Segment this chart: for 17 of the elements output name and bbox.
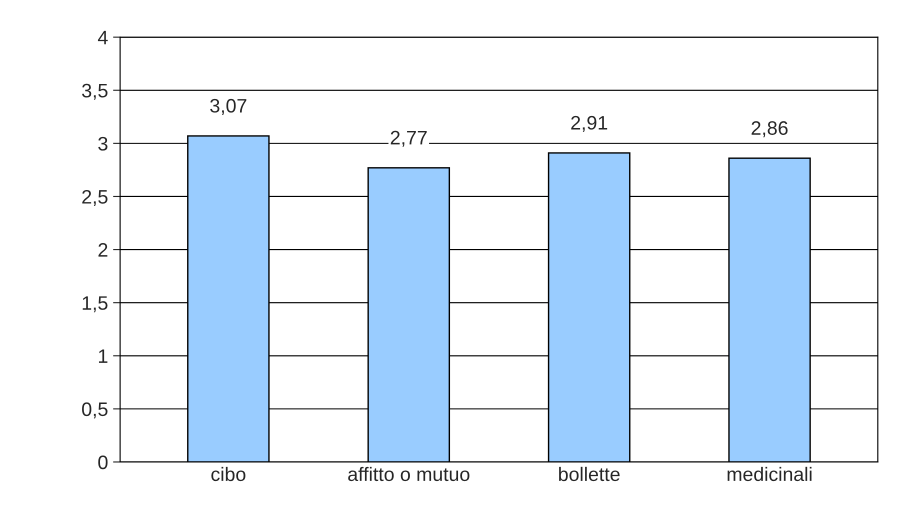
data-label: 2,91 [571, 116, 608, 132]
y-tick-label: 0 [98, 455, 108, 470]
y-tick-label: 1,5 [82, 296, 108, 312]
y-tick-label: 2 [98, 243, 108, 257]
y-tick-label: 3,5 [82, 84, 108, 100]
x-tick-label: medicinali [728, 466, 812, 482]
x-tick-label: bollette [559, 466, 620, 482]
y-tick-label: 4 [98, 30, 108, 44]
x-tick-label: cibo [211, 466, 246, 482]
x-tick-label: affitto o mutuo [348, 466, 470, 482]
data-label: 2,77 [390, 130, 427, 147]
y-tick-label: 2,5 [82, 190, 108, 206]
data-label: 3,07 [210, 98, 246, 115]
y-tick-label: 0,5 [82, 402, 108, 418]
y-tick-label: 3 [98, 136, 108, 151]
data-label: 2,86 [752, 121, 788, 138]
y-tick-label: 1 [98, 349, 108, 363]
